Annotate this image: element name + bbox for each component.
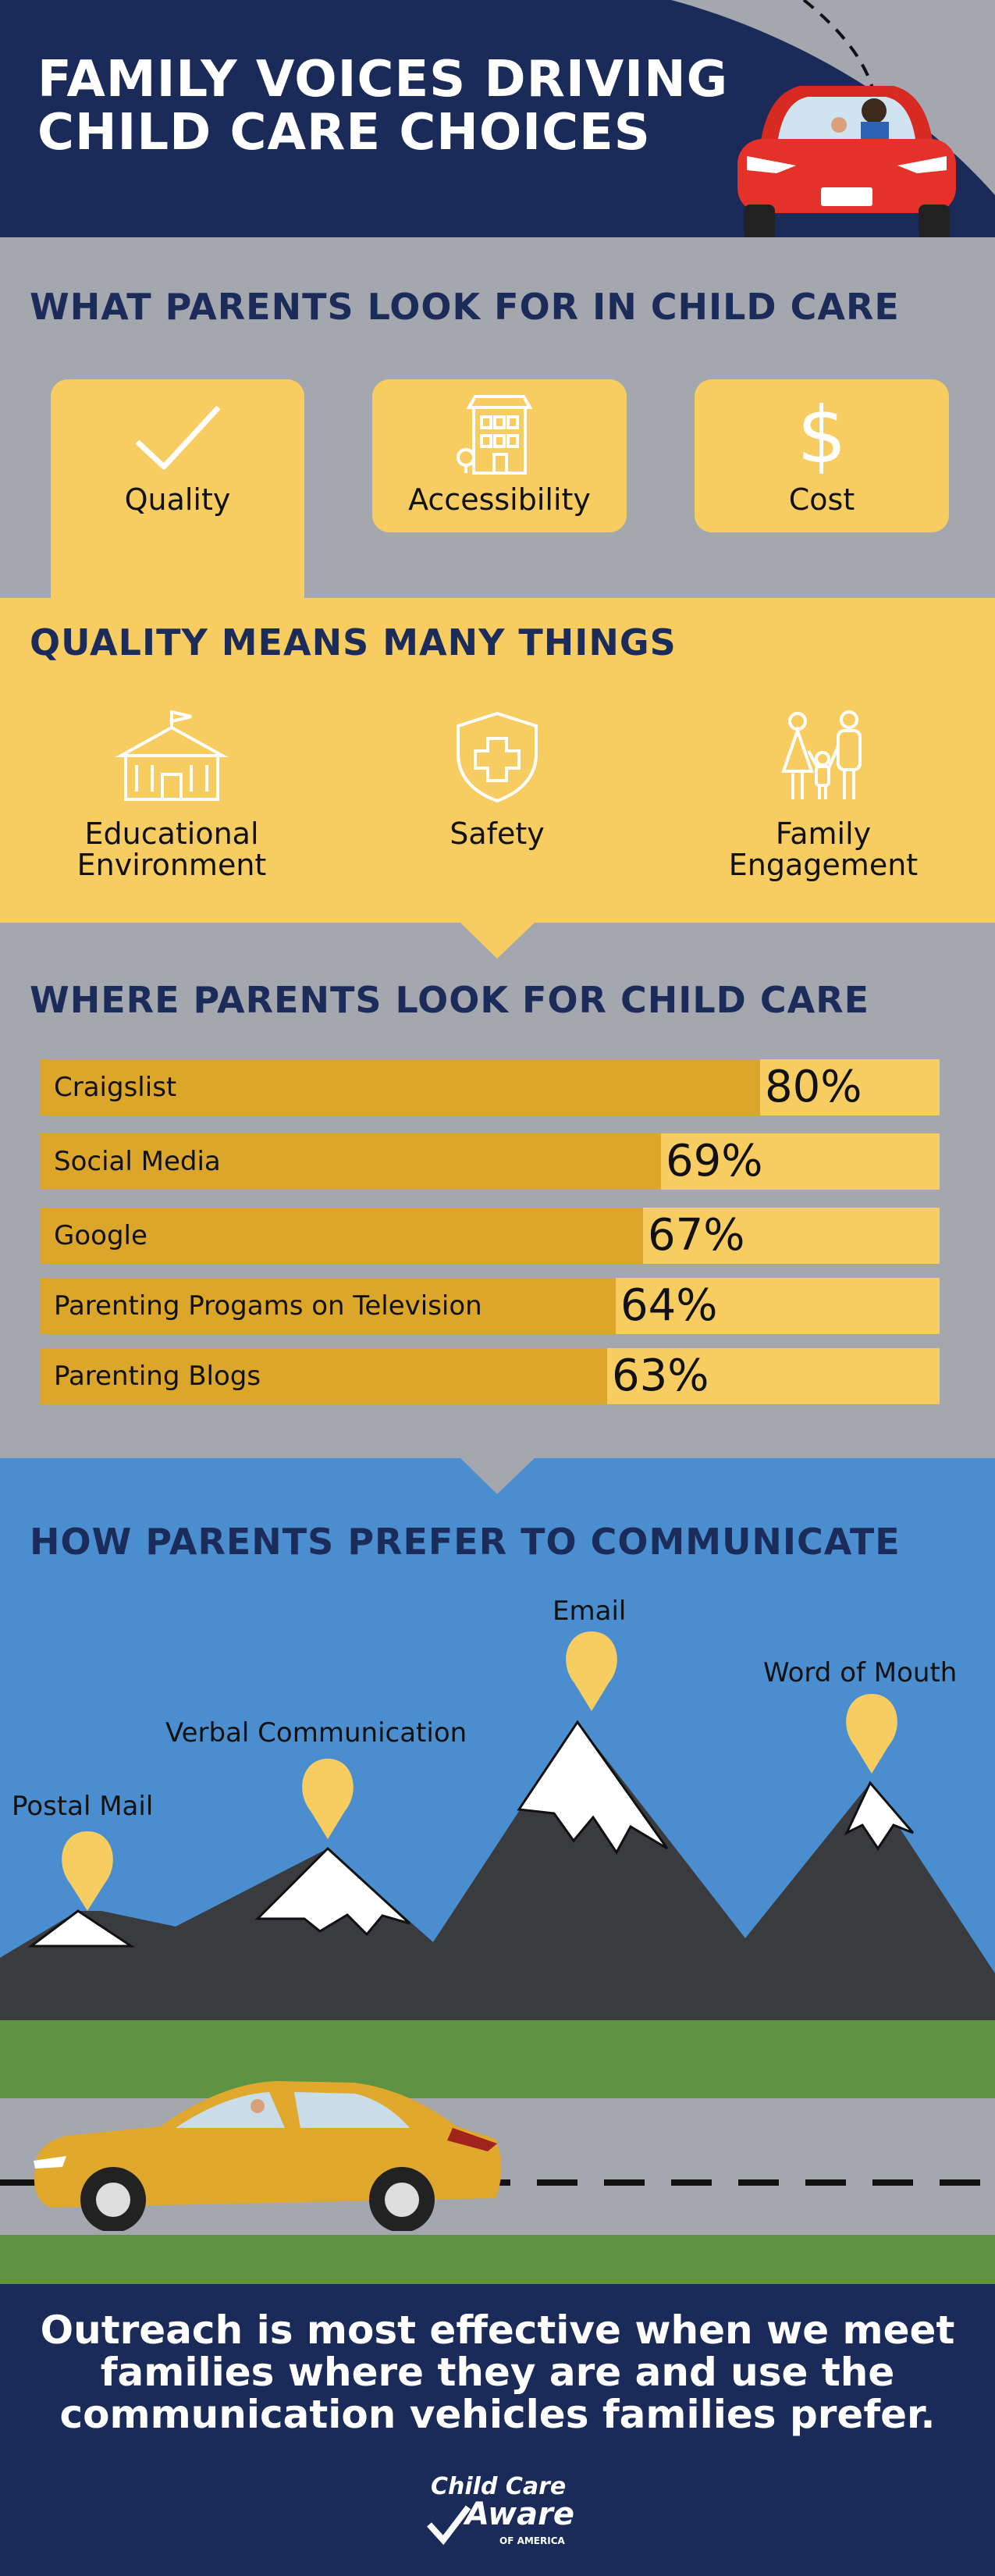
card-label-cost: Cost bbox=[788, 482, 855, 517]
section-heading-communicate: HOW PARENTS PREFER TO COMMUNICATE bbox=[30, 1521, 901, 1563]
bar-category-label: Parenting Blogs bbox=[54, 1361, 261, 1392]
bar-fill bbox=[41, 1348, 607, 1404]
title-line-2: CHILD CARE CHOICES bbox=[37, 104, 651, 162]
quality-item-safety: Safety bbox=[364, 710, 630, 849]
communicate-section: HOW PARENTS PREFER TO COMMUNICATE Postal… bbox=[0, 1458, 995, 2284]
where-look-section: WHERE PARENTS LOOK FOR CHILD CARE Craigs… bbox=[0, 923, 995, 1458]
card-cost: $ Cost bbox=[695, 379, 949, 532]
looks-for-section: WHAT PARENTS LOOK FOR IN CHILD CARE Qual… bbox=[0, 237, 995, 598]
bar-value-label: 64% bbox=[620, 1280, 718, 1331]
road-curve-graphic bbox=[671, 0, 995, 195]
family-icon bbox=[781, 710, 862, 799]
bar-row: Craigslist 80% bbox=[41, 1059, 940, 1115]
dollar-icon: $ bbox=[797, 390, 847, 476]
logo-line-2: Aware bbox=[465, 2496, 574, 2532]
arrow-down-notch-2 bbox=[460, 1458, 535, 1494]
bar-row: Social Media 69% bbox=[41, 1133, 940, 1190]
checkmark-icon bbox=[135, 405, 221, 470]
outro-line-3: communication vehicles families prefer. bbox=[59, 2392, 936, 2437]
arrow-down-notch bbox=[460, 923, 535, 959]
bar-category-label: Craigslist bbox=[54, 1072, 177, 1103]
quality-item-educational: Educational Environment bbox=[39, 710, 304, 881]
bar-value-label: 67% bbox=[648, 1210, 745, 1261]
bar-value-label: 69% bbox=[666, 1136, 763, 1187]
section-heading-where-look: WHERE PARENTS LOOK FOR CHILD CARE bbox=[30, 979, 870, 1021]
school-icon bbox=[115, 710, 229, 801]
outro-message: Outreach is most effective when we meet … bbox=[0, 2309, 995, 2435]
bar-category-label: Google bbox=[54, 1220, 147, 1251]
bar-category-label: Social Media bbox=[54, 1146, 221, 1177]
quality-label-educational: Educational Environment bbox=[39, 818, 304, 881]
yellow-car-illustration bbox=[34, 2081, 502, 2231]
red-car-illustration bbox=[737, 86, 956, 237]
page-title: FAMILY VOICES DRIVING CHILD CARE CHOICES bbox=[37, 53, 728, 159]
card-accessibility: Accessibility bbox=[372, 379, 627, 532]
section-heading-quality: QUALITY MEANS MANY THINGS bbox=[30, 621, 677, 664]
bar-fill bbox=[41, 1059, 760, 1115]
bar-row: Google 67% bbox=[41, 1208, 940, 1264]
bar-row: Parenting Blogs 63% bbox=[41, 1348, 940, 1404]
card-label-quality: Quality bbox=[124, 482, 231, 517]
bar-fill bbox=[41, 1278, 616, 1334]
quality-section: QUALITY MEANS MANY THINGS Educational En… bbox=[0, 598, 995, 923]
card-label-accessibility: Accessibility bbox=[408, 482, 591, 517]
bar-row: Parenting Progams on Television 64% bbox=[41, 1278, 940, 1334]
mountain-landscape bbox=[0, 1720, 995, 2284]
quality-label-family: Family Engagement bbox=[691, 818, 956, 881]
logo-line-3: OF AMERICA bbox=[499, 2535, 565, 2546]
outro-section: Outreach is most effective when we meet … bbox=[0, 2284, 995, 2576]
family-line-1: Family bbox=[775, 817, 872, 851]
family-line-2: Engagement bbox=[728, 848, 919, 882]
bar-value-label: 80% bbox=[765, 1062, 862, 1112]
bar-value-label: 63% bbox=[612, 1350, 709, 1401]
bar-category-label: Parenting Progams on Television bbox=[54, 1290, 482, 1322]
logo-check-icon bbox=[427, 2505, 471, 2546]
quality-label-safety: Safety bbox=[450, 817, 545, 851]
card-quality: Quality bbox=[51, 379, 304, 598]
educational-line-2: Environment bbox=[76, 848, 267, 882]
pin-label-postal-mail: Postal Mail bbox=[12, 1791, 154, 1822]
section-heading-looks-for: WHAT PARENTS LOOK FOR IN CHILD CARE bbox=[30, 286, 900, 328]
building-icon bbox=[457, 395, 533, 475]
outro-line-1: Outreach is most effective when we meet bbox=[40, 2307, 955, 2353]
educational-line-1: Educational bbox=[84, 817, 259, 851]
outro-line-2: families where they are and use the bbox=[100, 2350, 895, 2395]
bar-fill bbox=[41, 1133, 661, 1190]
title-line-1: FAMILY VOICES DRIVING bbox=[37, 51, 729, 109]
svg-text:$: $ bbox=[797, 390, 847, 476]
hero-section: FAMILY VOICES DRIVING CHILD CARE CHOICES bbox=[0, 0, 995, 237]
quality-item-family: Family Engagement bbox=[691, 710, 956, 881]
logo-line-1: Child Care bbox=[431, 2473, 567, 2500]
shield-icon bbox=[457, 711, 538, 803]
pin-label-verbal: Verbal Communication bbox=[165, 1717, 467, 1749]
bar-fill bbox=[41, 1208, 643, 1264]
child-care-aware-logo: Child Care Aware OF AMERICA bbox=[421, 2470, 577, 2556]
pin-label-email: Email bbox=[553, 1596, 627, 1627]
pin-label-word-of-mouth: Word of Mouth bbox=[763, 1657, 958, 1688]
